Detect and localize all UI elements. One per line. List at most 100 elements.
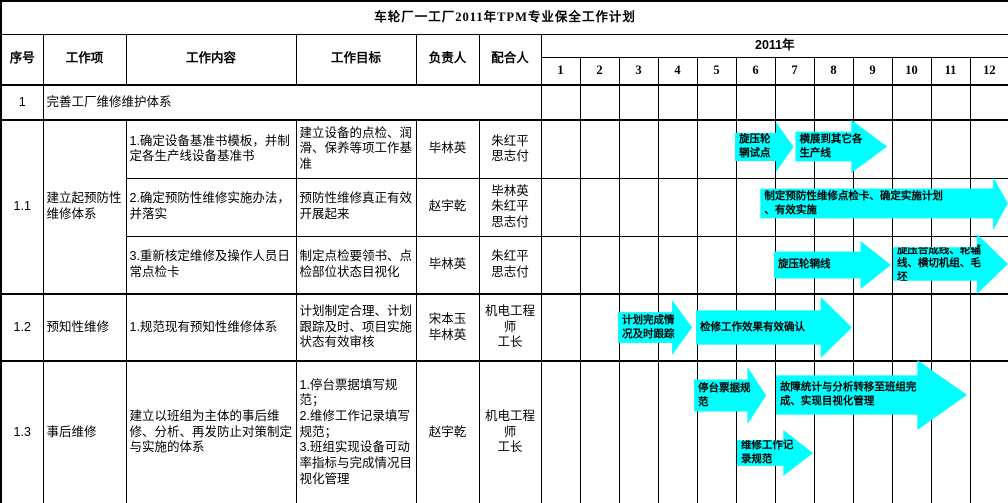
month-header: 3 <box>618 56 659 86</box>
month-cell <box>657 293 698 362</box>
month-cell <box>891 119 932 179</box>
col-header-goal: 工作目标 <box>295 33 417 86</box>
month-cell <box>540 177 581 237</box>
month-cell <box>579 177 620 237</box>
cell-owner: 赵宇乾 <box>415 360 480 503</box>
col-header-item: 工作项 <box>42 33 127 86</box>
row-1-1-sub-1: 1.1 建立起预防性维修体系 1.确定设备基准书模板，并制定各生产线设备基准书 … <box>0 119 1008 295</box>
month-header: 9 <box>852 56 893 86</box>
month-cell <box>969 235 1008 295</box>
month-cell <box>540 293 581 362</box>
month-cell <box>813 84 854 121</box>
month-cell <box>930 360 971 503</box>
month-cell <box>813 360 854 503</box>
cell-work-item: 预知性维修 <box>42 293 127 362</box>
month-cell <box>618 177 659 237</box>
cell-support: 机电工程师 工长 <box>478 360 542 503</box>
month-cell <box>930 235 971 295</box>
page-title: 车轮厂一工厂2011年TPM专业保全工作计划 <box>0 0 1008 35</box>
month-cell <box>696 235 737 295</box>
cell-owner: 毕林英 <box>415 235 480 295</box>
cell-owner: 宋本玉 毕林英 <box>415 293 480 362</box>
month-cell <box>969 119 1008 179</box>
month-cell <box>813 235 854 295</box>
month-cell <box>774 235 815 295</box>
cell-row-text: 完善工厂维修维护体系 <box>42 84 542 121</box>
month-cell <box>540 119 581 179</box>
month-cell <box>696 177 737 237</box>
month-cell <box>696 119 737 179</box>
col-header-owner: 负责人 <box>415 33 480 86</box>
month-header: 10 <box>891 56 932 86</box>
month-cell <box>969 293 1008 362</box>
cell-row-no: 1.2 <box>0 293 44 362</box>
row-1: 1 完善工厂维修维护体系 <box>0 84 1008 121</box>
month-cell <box>657 177 698 237</box>
month-cell <box>540 360 581 503</box>
month-cell <box>891 360 932 503</box>
cell-work-item: 事后维修 <box>42 360 127 503</box>
month-cell <box>579 293 620 362</box>
month-cell <box>579 360 620 503</box>
month-cell <box>696 84 737 121</box>
cell-support: 毕林英 朱红平 思志付 <box>478 177 542 237</box>
month-cell <box>852 119 893 179</box>
row-1-2: 1.2 预知性维修 1.规范现有预知性维修体系 计划制定合理、计划跟踪及时、项目… <box>0 293 1008 362</box>
cell-row-no: 1.3 <box>0 360 44 503</box>
month-cell <box>618 119 659 179</box>
cell-support: 朱红平 思志付 <box>478 119 542 179</box>
cell-owner: 赵宇乾 <box>415 177 480 237</box>
month-cell <box>540 84 581 121</box>
month-cell <box>696 293 737 362</box>
month-cell <box>657 235 698 295</box>
month-header: 12 <box>969 56 1008 86</box>
cell-work-content: 建立以班组为主体的事后维修、分析、再发防止对策制定与实施的体系 <box>125 360 297 503</box>
month-cell <box>930 119 971 179</box>
col-header-no: 序号 <box>0 33 44 86</box>
month-header: 2 <box>579 56 620 86</box>
month-cell <box>969 360 1008 503</box>
month-header: 1 <box>540 56 581 86</box>
row-1-3: 1.3 事后维修 建立以班组为主体的事后维修、分析、再发防止对策制定与实施的体系… <box>0 360 1008 503</box>
month-cell <box>852 235 893 295</box>
row-1-1-sub-3: 3.重新核定维修及操作人员日常点检卡 制定点检要领书、点检部位状态目视化 毕林英… <box>1 235 1008 295</box>
month-cell <box>696 360 737 503</box>
cell-row-no: 1.1 <box>0 119 44 295</box>
month-cell <box>930 293 971 362</box>
cell-work-content: 1.规范现有预知性维修体系 <box>125 293 297 362</box>
month-cell <box>618 293 659 362</box>
month-header: 5 <box>696 56 737 86</box>
month-cell <box>891 177 932 237</box>
month-cell <box>774 293 815 362</box>
month-header: 7 <box>774 56 815 86</box>
month-cell <box>657 119 698 179</box>
month-header: 8 <box>813 56 854 86</box>
month-cell <box>852 293 893 362</box>
month-header: 6 <box>735 56 776 86</box>
cell-work-goal: 计划制定合理、计划跟踪及时、项目实施状态有效审核 <box>295 293 417 362</box>
month-cell <box>813 293 854 362</box>
month-cell <box>930 177 971 237</box>
month-cell <box>735 119 776 179</box>
month-cell <box>852 84 893 121</box>
month-cell <box>618 235 659 295</box>
month-cell <box>969 84 1008 121</box>
month-cell <box>891 293 932 362</box>
month-cell <box>813 177 854 237</box>
month-cell <box>813 119 854 179</box>
cell-work-goal: 建立设备的点检、润滑、保养等项工作基准 <box>295 119 417 179</box>
cell-work-item: 建立起预防性维修体系 <box>42 119 127 295</box>
month-header-row: 1 2 3 4 5 6 7 8 9 10 11 12 <box>1 56 1008 86</box>
month-header: 11 <box>930 56 971 86</box>
row-1-1-sub-2: 2.确定预防性维修实施办法，并落实 预防性维修真正有效开展起来 赵宇乾 毕林英 … <box>1 177 1008 237</box>
cell-work-content: 3.重新核定维修及操作人员日常点检卡 <box>125 235 297 295</box>
cell-owner: 毕林英 <box>415 119 480 179</box>
month-cell <box>540 235 581 295</box>
month-cell <box>657 360 698 503</box>
cell-work-content: 2.确定预防性维修实施办法，并落实 <box>125 177 297 237</box>
month-header: 4 <box>657 56 698 86</box>
cell-support: 机电工程师 工长 <box>478 293 542 362</box>
month-cell <box>657 84 698 121</box>
